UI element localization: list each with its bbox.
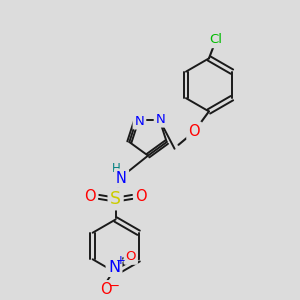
Text: O: O: [125, 250, 136, 263]
Text: O: O: [84, 189, 96, 204]
Text: N: N: [108, 260, 120, 274]
Text: H: H: [112, 162, 121, 175]
Text: O: O: [135, 189, 147, 204]
Text: N: N: [116, 171, 127, 186]
Text: Cl: Cl: [209, 33, 222, 46]
Text: S: S: [110, 190, 121, 208]
Text: O: O: [188, 124, 200, 139]
Text: N: N: [156, 112, 165, 126]
Text: N: N: [135, 115, 144, 128]
Text: O: O: [100, 282, 112, 297]
Text: +: +: [116, 254, 126, 267]
Text: −: −: [109, 280, 120, 293]
